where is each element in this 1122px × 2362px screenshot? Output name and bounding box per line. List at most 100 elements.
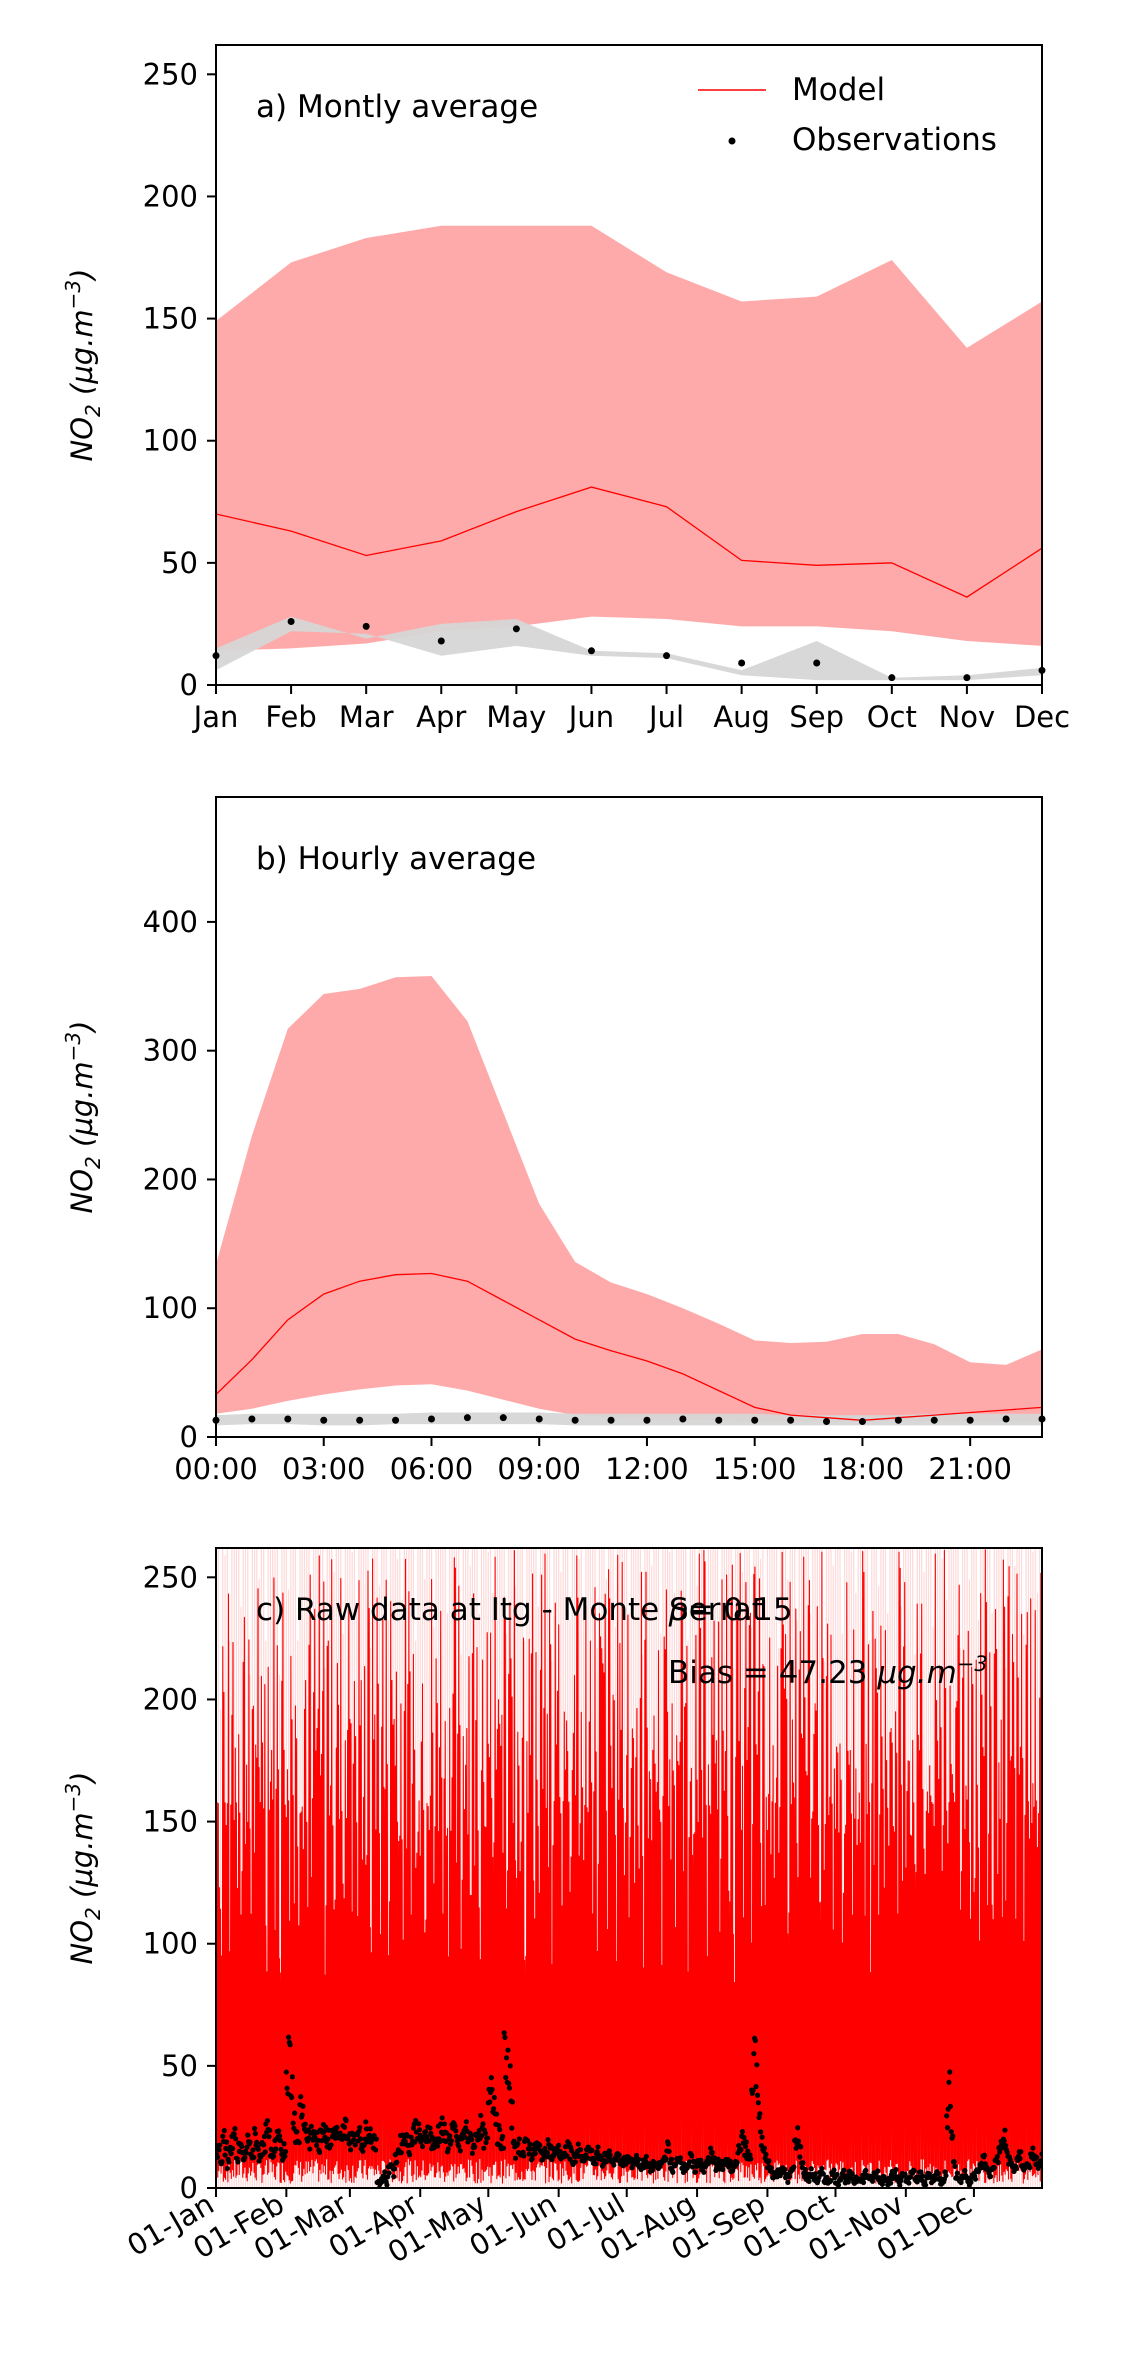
observation-point — [1003, 2142, 1009, 2149]
observation-point — [708, 2145, 714, 2151]
observation-point — [1065, 2153, 1070, 2158]
observation-point — [251, 2125, 258, 2132]
observation-point — [577, 2147, 584, 2153]
observation-point — [897, 2182, 903, 2188]
observation-point — [453, 2128, 459, 2134]
observation-point — [743, 2139, 749, 2145]
x-tick-label: 15:00 — [713, 1452, 797, 1486]
observation-point — [806, 2178, 812, 2185]
observation-point — [946, 2079, 952, 2085]
observation-point — [1018, 2149, 1024, 2155]
observation-point — [593, 2161, 599, 2167]
observation-point — [1073, 2158, 1078, 2163]
observation-point — [987, 2173, 994, 2180]
observation-point — [307, 2146, 313, 2152]
observation-point — [948, 2129, 954, 2135]
observation-point — [509, 2099, 516, 2105]
observation-point — [500, 2145, 507, 2151]
observation-point — [954, 2170, 960, 2176]
observation-point — [537, 2142, 543, 2148]
observation-point — [540, 2157, 546, 2163]
observation-point — [334, 2124, 340, 2131]
panel-annotation: a) Montly average — [256, 89, 538, 125]
observation-point — [962, 2167, 968, 2174]
observation-point — [1075, 2155, 1080, 2160]
observation-point — [1002, 1415, 1010, 1423]
observation-point — [360, 2148, 366, 2154]
observation-point — [242, 2154, 248, 2161]
observation-point — [557, 2148, 563, 2155]
observation-point — [943, 2173, 949, 2179]
observation-point — [763, 2151, 769, 2157]
observation-point — [226, 2159, 232, 2165]
observation-point — [958, 2179, 964, 2186]
observation-point — [509, 2125, 515, 2131]
observation-point — [308, 2123, 314, 2129]
observation-point — [512, 2155, 519, 2161]
observation-point — [1048, 2140, 1053, 2145]
observation-point — [255, 2146, 261, 2152]
observation-point — [1058, 2156, 1063, 2161]
observation-point — [427, 2125, 433, 2131]
observation-point — [1013, 2166, 1019, 2172]
observation-point — [363, 2126, 370, 2132]
observation-point — [785, 2179, 791, 2185]
observation-point — [800, 2160, 806, 2166]
observations-range-band — [216, 1412, 1042, 1426]
observations-range-band — [216, 616, 1042, 681]
observation-point — [287, 617, 295, 625]
observation-point — [742, 2143, 749, 2149]
observation-point — [777, 2172, 783, 2179]
observation-point — [478, 2133, 485, 2139]
observation-point — [527, 2141, 533, 2147]
observation-point — [819, 2165, 825, 2172]
observation-point — [277, 2137, 283, 2144]
observation-point — [357, 2136, 364, 2142]
observation-point — [906, 2180, 912, 2186]
observation-point — [1072, 2161, 1077, 2166]
observation-point — [278, 2146, 284, 2152]
observation-point — [673, 2161, 679, 2167]
observation-point — [692, 2169, 699, 2175]
observation-point — [480, 2121, 486, 2127]
observation-point — [382, 2169, 388, 2175]
observation-point — [503, 2074, 509, 2081]
y-tick-label: 100 — [143, 1291, 198, 1325]
observation-point — [747, 2152, 753, 2158]
observation-point — [408, 2134, 414, 2140]
x-tick-label: 09:00 — [497, 1452, 581, 1486]
observation-point — [300, 2103, 306, 2109]
observation-point — [266, 2134, 272, 2140]
observation-point — [424, 2134, 430, 2140]
observation-point — [1071, 2155, 1076, 2160]
observation-point — [438, 2121, 444, 2127]
observation-point — [532, 2151, 538, 2157]
observation-point — [888, 2180, 894, 2186]
observation-point — [250, 2147, 256, 2153]
plot-frame — [215, 44, 1043, 686]
observation-point — [991, 2165, 997, 2171]
observation-point — [1069, 2157, 1074, 2162]
observation-point — [488, 2075, 494, 2081]
observation-point — [757, 2111, 763, 2117]
observation-point — [352, 2142, 358, 2148]
observation-point — [1066, 2149, 1071, 2154]
observation-point — [456, 2143, 462, 2149]
x-tick-label: Mar — [339, 700, 394, 734]
legend: Model Observations — [698, 72, 997, 158]
observation-point — [1002, 2127, 1008, 2133]
y-tick-label: 200 — [143, 179, 198, 213]
observation-point — [950, 2133, 956, 2139]
observation-point — [944, 2125, 951, 2131]
observation-point — [484, 2135, 491, 2141]
observation-point — [284, 1415, 292, 1423]
y-tick-label: 250 — [143, 57, 198, 91]
observation-point — [834, 2171, 840, 2178]
observation-point — [835, 2182, 842, 2188]
observation-point — [571, 1416, 579, 1424]
y-tick-label: 150 — [143, 302, 198, 336]
observation-point — [831, 2167, 837, 2173]
observation-point — [572, 2159, 578, 2165]
observation-point — [282, 2149, 289, 2155]
observation-point — [315, 2137, 321, 2144]
